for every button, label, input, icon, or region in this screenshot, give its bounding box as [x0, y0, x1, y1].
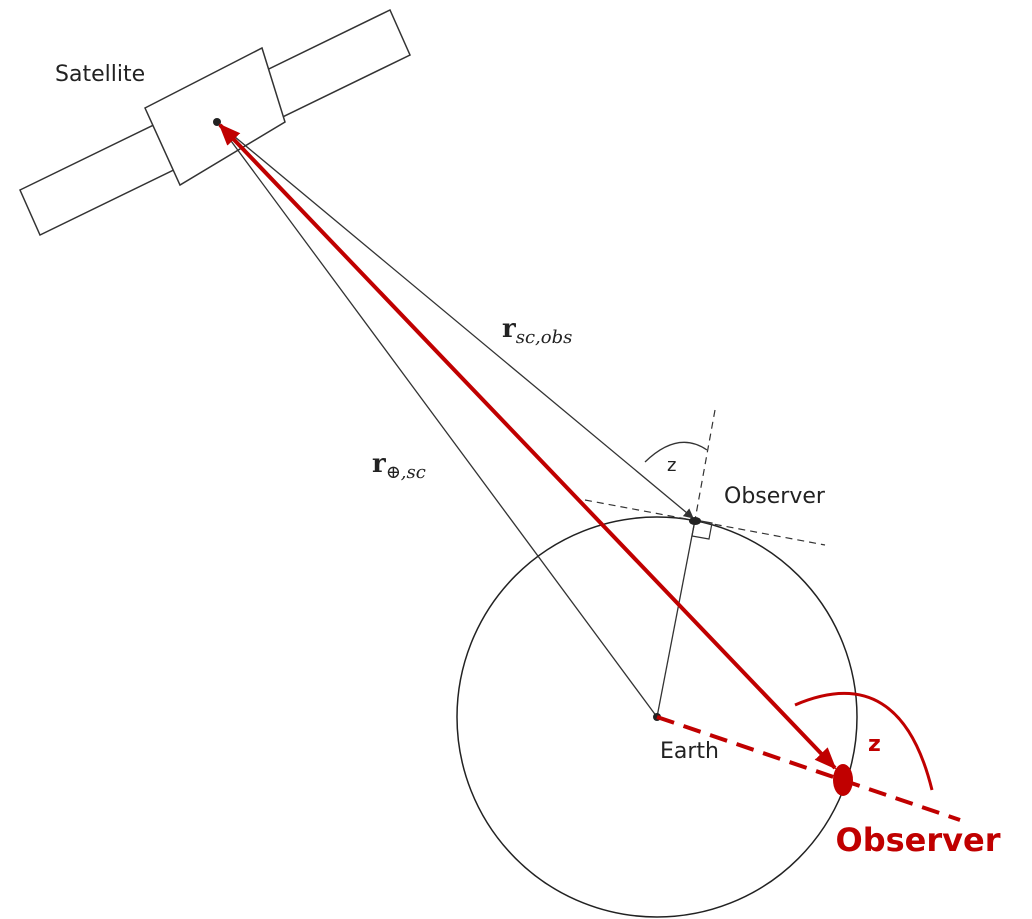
r-sc-obs-label: rsc,obs: [502, 314, 572, 348]
r-earth-sc: [217, 122, 657, 717]
red-vector: [220, 125, 835, 768]
normal: [695, 410, 715, 520]
diagram: Satellite z Observer Earth rsc,obs r⊕,sc…: [0, 0, 1032, 919]
observer-label: Observer: [724, 484, 826, 509]
red-angle-arc: [795, 693, 932, 790]
red-z-label: z: [868, 732, 881, 757]
red-observer-dot: [833, 764, 853, 796]
observer-dot: [689, 517, 701, 525]
r-earth-sc-label: r⊕,sc: [372, 449, 426, 483]
satellite-dot: [213, 118, 221, 126]
red-normal: [657, 717, 960, 820]
satellite-label: Satellite: [55, 62, 145, 87]
r-sc-obs: [217, 122, 693, 518]
z-label: z: [667, 455, 676, 476]
red-observer-label: Observer: [836, 821, 1001, 859]
earth-label: Earth: [660, 739, 719, 764]
